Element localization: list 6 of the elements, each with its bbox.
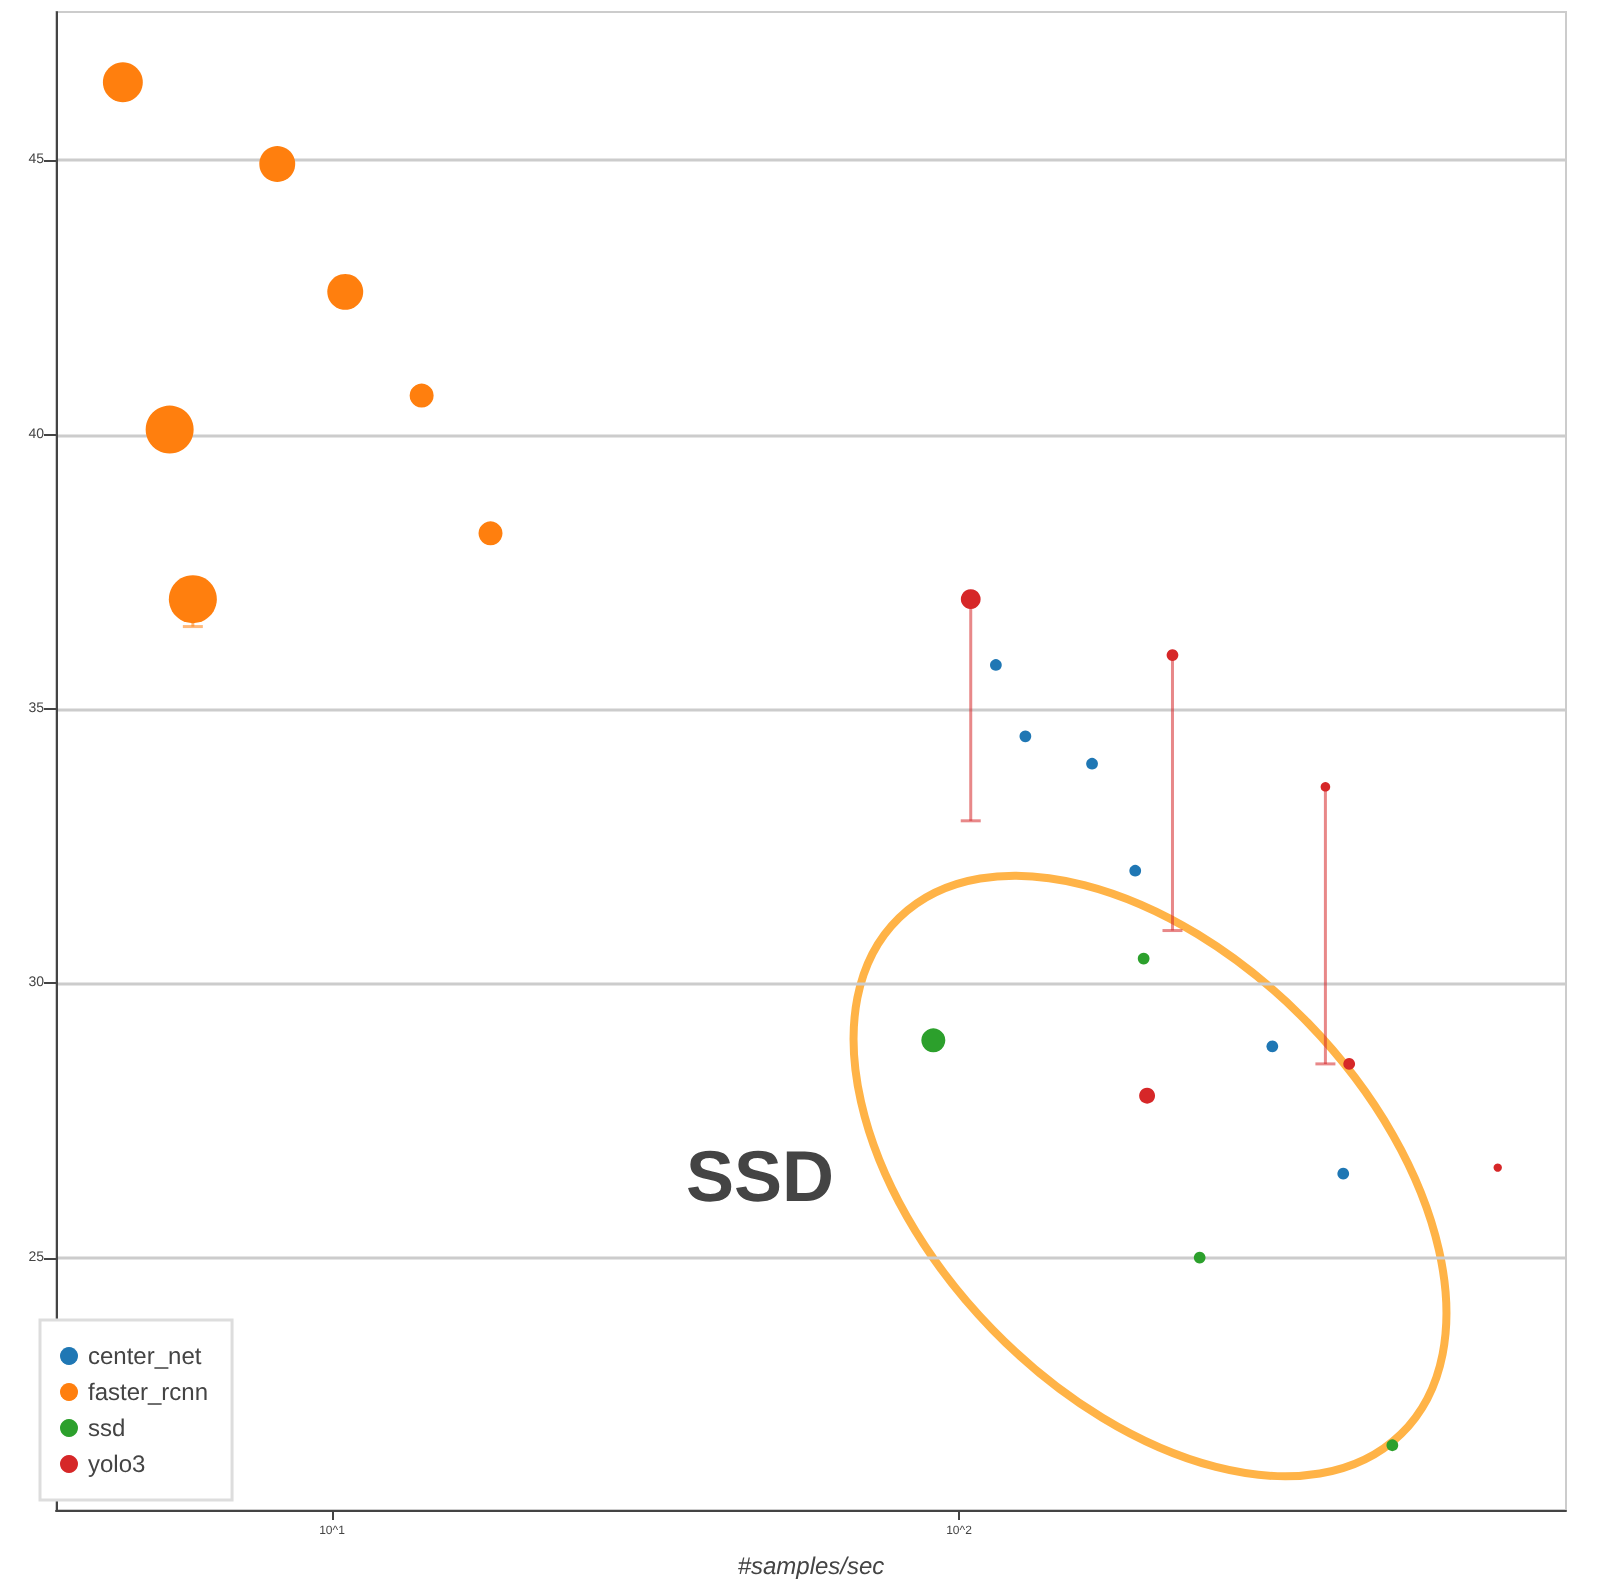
legend-label: yolo3 xyxy=(88,1450,147,1478)
x-axis-title: #samples/sec xyxy=(737,1552,885,1580)
legend-label: ssd xyxy=(88,1414,126,1442)
annotation: SSD xyxy=(685,1135,835,1217)
legend-label: faster_rcnn xyxy=(88,1378,209,1406)
legend-label: center_net xyxy=(88,1342,203,1370)
